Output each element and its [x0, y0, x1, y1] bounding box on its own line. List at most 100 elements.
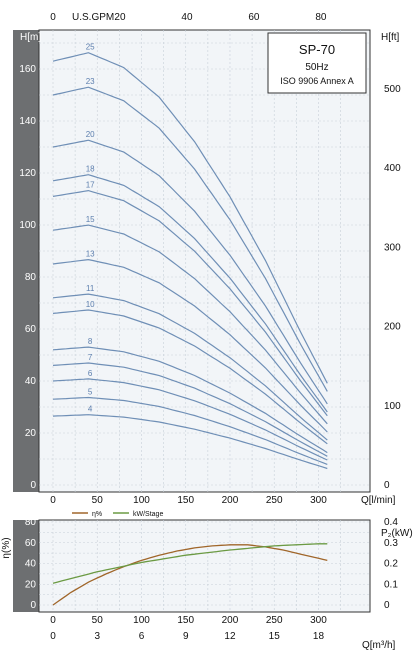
top-right-tick-label: 500: [384, 84, 401, 95]
bottom-m3h-tick-label: 6: [139, 631, 145, 642]
top-bottom-tick-label: 100: [133, 495, 150, 506]
top-bottom-tick-label: 300: [310, 495, 327, 506]
top-bottom-tick-label: 150: [177, 495, 194, 506]
bottom-m3h-tick-label: 3: [94, 631, 100, 642]
head-curve-5: [52, 396, 328, 465]
bottom-right-tick-label: 0.4: [384, 517, 398, 528]
bottom-right-tick-label: 0.2: [384, 559, 398, 570]
bottom-q-tick-label: 300: [310, 615, 327, 626]
model-standard: ISO 9906 Annex A: [280, 76, 354, 86]
performance-curves: [52, 543, 328, 606]
top-usgpm-tick-label: 0: [50, 12, 56, 23]
bottom-q-tick-label: 0: [50, 615, 56, 626]
power-legend-label: kW/Stage: [133, 511, 163, 518]
head-curve-13: [52, 258, 328, 433]
head-curve-17: [52, 189, 328, 417]
stage-label-18: 18: [86, 165, 95, 174]
model-name: SP-70: [299, 42, 335, 57]
top-usgpm-tick-label: 40: [181, 12, 193, 23]
top-left-tick-label: 40: [25, 376, 37, 387]
head-curve-7: [52, 362, 328, 457]
top-axis-ticks: 0 20 40 60 80 100 120 140 160 0 50 100 150 200 250 300 0…: [19, 12, 401, 506]
stage-label-5: 5: [88, 387, 93, 396]
stage-label-15: 15: [86, 215, 95, 224]
top-right-tick-label: 400: [384, 163, 401, 174]
bottom-q-tick-label: 50: [92, 615, 104, 626]
bottom-left-tick-label: 80: [25, 517, 37, 528]
bottom-m3h-tick-label: 18: [313, 631, 325, 642]
top-usgpm-tick-label: 80: [315, 12, 327, 23]
top-usgpm-tick-label: 20: [114, 12, 126, 23]
top-bottom-tick-label: 200: [222, 495, 239, 506]
top-right-axis-label: H[ft]: [381, 32, 400, 43]
bottom-m3h-tick-label: 12: [224, 631, 236, 642]
stage-label-11: 11: [86, 284, 95, 293]
bottom-q-tick-label: 250: [266, 615, 283, 626]
head-curve-6: [52, 378, 328, 461]
head-curve-23: [52, 86, 328, 392]
top-left-tick-label: 60: [25, 324, 37, 335]
head-curve-10: [52, 309, 328, 445]
bottom-grid: [39, 520, 370, 612]
bottom-m3h-tick-label: 0: [50, 631, 56, 642]
bottom-q-tick-label: 200: [222, 615, 239, 626]
head-curve-25: [52, 52, 328, 384]
stage-label-13: 13: [86, 250, 95, 259]
top-usgpm-tick-label: 60: [248, 12, 260, 23]
top-left-tick-label: 120: [19, 168, 36, 179]
stage-label-25: 25: [86, 43, 95, 52]
top-left-tick-label: 100: [19, 220, 36, 231]
head-curves: 25 23 20 18 17 15 13 11 10 8 7 6 5 4: [52, 43, 328, 470]
bottom-m3h-tick-label: 15: [269, 631, 281, 642]
top-usgpm-axis-label: U.S.GPM: [72, 12, 114, 23]
top-left-tick-label: 20: [25, 428, 37, 439]
bottom-q-tick-label: 150: [177, 615, 194, 626]
top-left-tick-label: 0: [30, 480, 36, 491]
bottom-axis2-label: Q[m³/h]: [362, 640, 396, 651]
head-curve-18: [52, 174, 328, 413]
top-right-tick-label: 0: [384, 480, 390, 491]
stage-label-7: 7: [88, 353, 93, 362]
stage-label-6: 6: [88, 369, 93, 378]
bottom-right-tick-label: 0.3: [384, 538, 398, 549]
bottom-left-axis-band: [13, 520, 39, 612]
top-bottom-axis-label: Q[l/min]: [361, 495, 396, 506]
top-grid: [39, 30, 370, 492]
bottom-right-tick-label: 0: [384, 600, 390, 611]
bottom-left-axis-label: η(%): [1, 537, 12, 558]
curve-power: [52, 543, 328, 584]
bottom-plot-area: [38, 519, 371, 613]
top-left-axis-band: [13, 30, 39, 492]
curve-efficiency: [52, 544, 328, 606]
stage-label-17: 17: [86, 181, 95, 190]
bottom-left-tick-label: 20: [25, 579, 37, 590]
stage-label-23: 23: [86, 77, 95, 86]
top-left-tick-label: 140: [19, 116, 36, 127]
top-right-tick-label: 100: [384, 401, 401, 412]
head-curve-20: [52, 139, 328, 405]
head-curve-15: [52, 224, 328, 425]
stage-label-20: 20: [86, 130, 95, 139]
bottom-q-tick-label: 100: [133, 615, 150, 626]
top-right-tick-label: 300: [384, 242, 401, 253]
bottom-left-tick-label: 60: [25, 538, 37, 549]
head-curve-8: [52, 346, 328, 454]
top-bottom-tick-label: 250: [266, 495, 283, 506]
bottom-left-tick-label: 40: [25, 559, 37, 570]
efficiency-legend-label: η%: [92, 511, 102, 518]
bottom-left-tick-label: 0: [30, 600, 36, 611]
top-bottom-tick-label: 50: [92, 495, 104, 506]
stage-label-4: 4: [88, 405, 93, 414]
model-legend-box: [267, 32, 367, 94]
stage-label-10: 10: [86, 300, 95, 309]
head-curve-4: [52, 414, 328, 470]
stage-label-8: 8: [88, 337, 93, 346]
top-left-tick-label: 160: [19, 64, 36, 75]
bottom-m3h-tick-label: 9: [183, 631, 189, 642]
top-right-tick-label: 200: [384, 322, 401, 333]
bottom-right-axis-label: P₂(kW): [381, 528, 413, 539]
top-left-tick-label: 80: [25, 272, 37, 283]
top-left-axis-label: H[m]: [20, 32, 41, 43]
